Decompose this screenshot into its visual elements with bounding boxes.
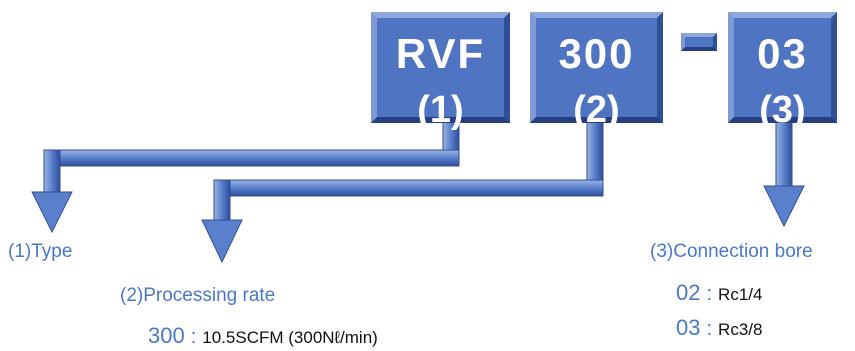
option-separator: : (706, 283, 713, 305)
label-processing-rate: (2)Processing rate (120, 285, 276, 306)
code-processing-rate: 300 (558, 30, 635, 77)
processing-rate-option: 300:10.5SCFM (300Nℓ/min) (148, 324, 378, 351)
option-code: 02 (676, 280, 701, 305)
option-value: 10.5SCFM (300Nℓ/min) (202, 328, 378, 347)
option-separator: : (706, 318, 713, 340)
option-value: Rc1/4 (718, 285, 763, 304)
arrow-connection-bore (763, 117, 805, 228)
code-connection-bore: 03 (757, 30, 808, 77)
code-box-processing-rate: 300 (2) (530, 12, 663, 130)
arrow-type (31, 117, 460, 234)
option-code: 03 (676, 315, 701, 340)
code-box-connection-bore: 03 (3) (728, 12, 837, 130)
connection-bore-option: 02: Rc1/4 (676, 281, 762, 308)
code-index-type: (1) (417, 89, 464, 131)
code-index-connection-bore: (3) (759, 89, 806, 131)
code-index-processing-rate: (2) (573, 89, 620, 131)
option-code: 300 (148, 323, 185, 348)
option-value: Rc3/8 (718, 320, 763, 339)
code-type: RVF (395, 30, 486, 77)
code-box-type: RVF (1) (371, 12, 510, 130)
connection-bore-option: 03: Rc3/8 (676, 316, 762, 343)
label-connection-bore: (3)Connection bore (650, 241, 813, 262)
arrow-processing-rate (201, 117, 604, 264)
separator-dash (681, 33, 717, 51)
label-type: (1)Type (8, 241, 73, 262)
option-separator: : (190, 326, 197, 348)
